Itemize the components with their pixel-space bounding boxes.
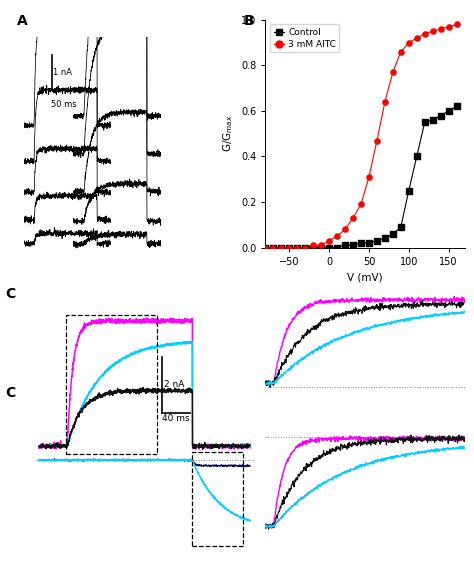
- Text: A: A: [17, 14, 27, 28]
- Point: [262, 243, 269, 252]
- Legend: Control, 3 mM AITC: Control, 3 mM AITC: [270, 24, 339, 52]
- Point: [421, 118, 428, 127]
- Point: [293, 243, 301, 252]
- Point: [405, 38, 412, 47]
- Point: [333, 243, 341, 252]
- Point: [285, 243, 293, 252]
- Text: 40 ms: 40 ms: [163, 414, 190, 423]
- Point: [357, 238, 365, 248]
- Y-axis label: G/G$_{max}$: G/G$_{max}$: [222, 115, 236, 152]
- Point: [293, 243, 301, 252]
- Point: [445, 106, 452, 116]
- Point: [325, 243, 333, 252]
- Point: [357, 200, 365, 209]
- Point: [310, 243, 317, 252]
- Point: [318, 243, 325, 252]
- Point: [421, 29, 428, 38]
- Point: [341, 225, 349, 234]
- Point: [453, 20, 460, 29]
- Point: [413, 152, 420, 161]
- X-axis label: V (mV): V (mV): [347, 272, 383, 282]
- Point: [262, 243, 269, 252]
- Point: [453, 102, 460, 111]
- Point: [341, 241, 349, 250]
- Text: 50 ms: 50 ms: [51, 100, 77, 109]
- Text: 2 nA: 2 nA: [164, 381, 185, 389]
- Point: [365, 172, 373, 182]
- Point: [285, 243, 293, 252]
- Text: B: B: [244, 14, 255, 28]
- Point: [270, 243, 277, 252]
- Point: [429, 27, 437, 36]
- Point: [301, 243, 309, 252]
- Text: C: C: [6, 287, 16, 302]
- Point: [349, 241, 357, 250]
- Point: [381, 97, 389, 106]
- Point: [373, 236, 381, 245]
- Text: 1 nA: 1 nA: [53, 68, 72, 77]
- Point: [325, 236, 333, 245]
- Text: C: C: [6, 386, 16, 399]
- Point: [389, 68, 397, 77]
- Point: [318, 241, 325, 250]
- Bar: [66, 315, 157, 455]
- Point: [381, 234, 389, 243]
- Point: [373, 136, 381, 145]
- Point: [270, 243, 277, 252]
- Point: [389, 229, 397, 238]
- Point: [365, 238, 373, 248]
- Point: [445, 22, 452, 31]
- Point: [278, 243, 285, 252]
- Point: [397, 47, 405, 56]
- Point: [278, 243, 285, 252]
- Point: [437, 24, 445, 34]
- Point: [310, 241, 317, 250]
- Point: [429, 116, 437, 125]
- Point: [413, 34, 420, 43]
- Point: [437, 111, 445, 120]
- Point: [333, 232, 341, 241]
- Point: [301, 243, 309, 252]
- Point: [405, 186, 412, 195]
- Point: [349, 213, 357, 222]
- Point: [397, 222, 405, 232]
- Bar: [192, 452, 243, 546]
